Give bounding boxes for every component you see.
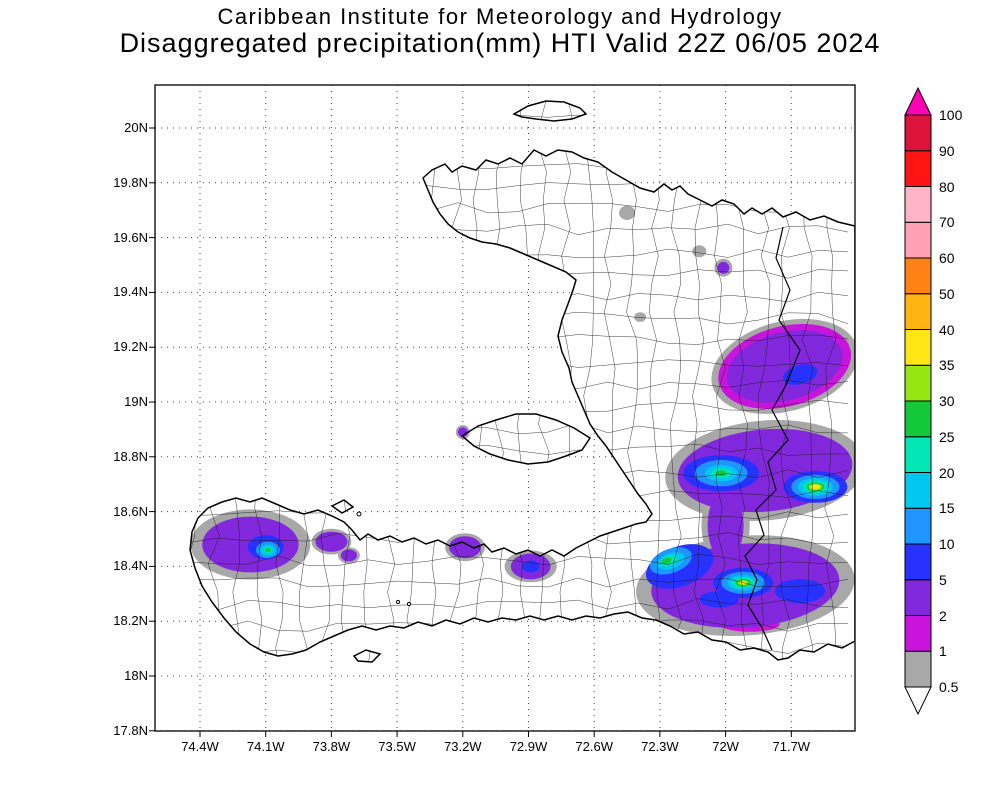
map-title: Disaggregated precipitation(mm) HTI Vali… bbox=[119, 28, 881, 58]
y-tick-label: 19.4N bbox=[113, 284, 148, 300]
y-tick-label: 18.4N bbox=[113, 558, 148, 574]
precip-area-25mm bbox=[661, 557, 672, 565]
x-tick-label: 73.5W bbox=[378, 739, 416, 754]
precip-area-5mm bbox=[699, 591, 739, 608]
coastline-gonave bbox=[460, 413, 592, 465]
precip-area-0.5mm bbox=[619, 205, 636, 220]
colorbar-tick-label: 70 bbox=[939, 214, 955, 231]
colorbar-arrow-top bbox=[904, 86, 932, 116]
institute-title: Caribbean Institute for Meteorology and … bbox=[217, 4, 783, 29]
landmass-mainland bbox=[190, 150, 855, 660]
colorbar-segment-5mm bbox=[904, 543, 932, 581]
x-tick-label: 71.7W bbox=[772, 739, 811, 754]
colorbar-segment-30mm bbox=[904, 364, 932, 402]
colorbar-tick-label: 30 bbox=[939, 393, 955, 409]
small-cay bbox=[406, 601, 412, 607]
haiti-dr-border bbox=[744, 226, 801, 651]
precip-area-0.5mm bbox=[692, 245, 707, 258]
precip-area-2mm bbox=[717, 261, 730, 274]
y-tick-label: 19.8N bbox=[113, 174, 148, 190]
small-island bbox=[356, 511, 362, 517]
y-tick-label: 18.8N bbox=[113, 448, 148, 464]
y-tick-label: 18.6N bbox=[113, 503, 148, 519]
y-tick-label: 19.2N bbox=[113, 339, 148, 355]
colorbar-tick-label: 50 bbox=[939, 285, 955, 302]
precip-area-35mm bbox=[811, 484, 820, 490]
small-cay bbox=[395, 599, 401, 605]
axis-ticks bbox=[149, 127, 792, 737]
precip-area-2mm bbox=[340, 549, 357, 562]
precip-area-0.5mm bbox=[634, 312, 647, 322]
colorbar-tick-label: 25 bbox=[939, 428, 955, 445]
colorbar-tick-label: 15 bbox=[939, 500, 955, 517]
colorbar-tick-label: 90 bbox=[939, 142, 955, 159]
landmass-cayemites bbox=[332, 500, 353, 513]
colorbar-tick-label: 60 bbox=[939, 250, 955, 266]
colorbar-segment-1mm bbox=[904, 615, 932, 652]
x-tick-label: 73.2W bbox=[444, 739, 482, 754]
x-tick-label: 72.9W bbox=[509, 739, 548, 754]
colorbar-tick-label: 35 bbox=[939, 357, 955, 374]
x-tick-label: 72.3W bbox=[641, 739, 679, 754]
colorbar-tick-label: 2 bbox=[939, 607, 947, 624]
precip-area-5mm bbox=[775, 579, 826, 604]
precip-area-2mm bbox=[315, 531, 348, 552]
x-tick-label: 72W bbox=[712, 739, 739, 754]
y-tick-label: 17.8N bbox=[113, 722, 148, 738]
colorbar-segment-35mm bbox=[904, 329, 932, 366]
coastline-mainland bbox=[189, 149, 855, 661]
coastlines bbox=[189, 100, 855, 663]
y-tick-label: 18.2N bbox=[113, 613, 148, 629]
y-tick-label: 18N bbox=[124, 668, 148, 683]
y-tick-label: 20N bbox=[124, 120, 148, 135]
x-tick-label: 74.4W bbox=[181, 739, 219, 754]
colorbar-segment-90mm bbox=[904, 114, 932, 152]
colorbar-tick-label: 100 bbox=[939, 107, 963, 123]
colorbar-segment-80mm bbox=[904, 150, 932, 187]
colorbar-segment-15mm bbox=[904, 472, 932, 509]
x-tick-label: 74.1W bbox=[246, 739, 285, 754]
coastline-cayemites bbox=[330, 499, 355, 514]
colorbar-tick-label: 5 bbox=[939, 571, 947, 588]
colorbar-segment-25mm bbox=[904, 400, 932, 438]
colorbar-tick-label: 80 bbox=[939, 178, 955, 195]
colorbar-tick-label: 40 bbox=[939, 321, 955, 338]
y-tick-label: 19.6N bbox=[113, 229, 148, 245]
coastline-vache bbox=[352, 649, 382, 663]
x-tick-label: 72.6W bbox=[575, 739, 613, 754]
colorbar-segment-0.5mm bbox=[904, 650, 932, 688]
colorbar bbox=[904, 86, 932, 716]
colorbar-segment-50mm bbox=[904, 257, 932, 295]
colorbar-segment-40mm bbox=[904, 293, 932, 330]
colorbar-segment-10mm bbox=[904, 507, 932, 545]
precip-area-5mm bbox=[783, 364, 818, 385]
colorbar-tick-label: 10 bbox=[939, 536, 955, 552]
precip-area-2mm bbox=[707, 490, 744, 561]
colorbar-tick-label: 1 bbox=[939, 643, 947, 660]
x-tick-label: 73.8W bbox=[312, 739, 351, 754]
coastline-tortue bbox=[512, 100, 588, 122]
precipitation-areas bbox=[190, 205, 855, 636]
plot-frame bbox=[154, 84, 856, 732]
landmass-gonave bbox=[462, 414, 590, 464]
colorbar-segment-2mm bbox=[904, 579, 932, 616]
colorbar-segment-20mm bbox=[904, 436, 932, 473]
colorbar-segment-70mm bbox=[904, 186, 932, 223]
colorbar-segment-60mm bbox=[904, 221, 932, 259]
colorbar-arrow-bottom bbox=[904, 686, 932, 716]
colorbar-tick-label: 0.5 bbox=[939, 679, 959, 695]
precip-area-25mm bbox=[265, 548, 271, 552]
colorbar-tick-label: 20 bbox=[939, 464, 955, 481]
y-tick-label: 19N bbox=[124, 394, 148, 409]
